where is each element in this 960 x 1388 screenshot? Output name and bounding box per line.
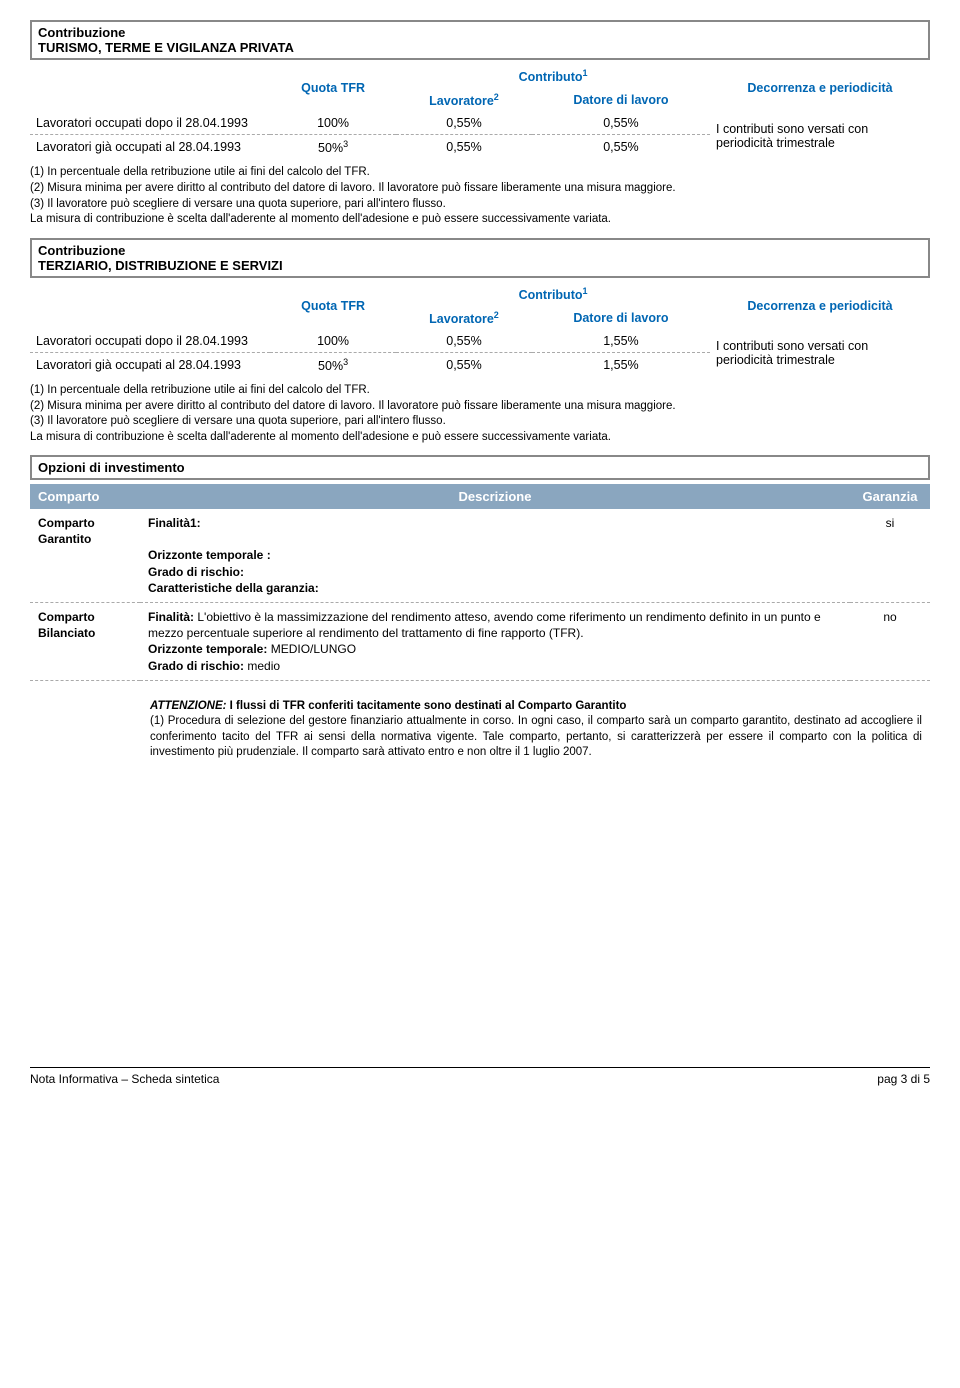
contrib-table-1: Quota TFR Contributo1 Decorrenza e perio… [30,64,930,159]
section1-notes: (1) In percentuale della retribuzione ut… [30,165,930,227]
th-descrizione: Descrizione [140,484,850,509]
th-comparto: Comparto [30,484,140,509]
th-garanzia: Garanzia [850,484,930,509]
options-header: Opzioni di investimento [30,455,930,480]
section1-title: Contribuzione [38,25,922,40]
table-row: Comparto Garantito Finalità1: Orizzonte … [30,509,930,602]
section2-title: Contribuzione [38,243,922,258]
section1-header: Contribuzione TURISMO, TERME E VIGILANZA… [30,20,930,60]
table-row: Lavoratori occupati dopo il 28.04.1993 1… [30,330,930,353]
section2-subtitle: TERZIARIO, DISTRIBUZIONE E SERVIZI [38,258,922,273]
table-row: Lavoratori occupati dopo il 28.04.1993 1… [30,112,930,135]
section2-header: Contribuzione TERZIARIO, DISTRIBUZIONE E… [30,238,930,278]
contrib-table-2: Quota TFR Contributo1 Decorrenza e perio… [30,282,930,377]
section1-subtitle: TURISMO, TERME E VIGILANZA PRIVATA [38,40,922,55]
section2-notes: (1) In percentuale della retribuzione ut… [30,383,930,445]
table-row: Comparto Bilanciato Finalità: L'obiettiv… [30,603,930,681]
footer-left: Nota Informativa – Scheda sintetica [30,1072,219,1086]
th-quota: Quota TFR [270,64,396,112]
footer-right: pag 3 di 5 [877,1072,930,1086]
th-decorrenza: Decorrenza e periodicità [710,64,930,112]
th-datore: Datore di lavoro [532,88,710,112]
page-footer: Nota Informativa – Scheda sintetica pag … [30,1067,930,1086]
th-contributo: Contributo1 [396,64,710,88]
th-lavoratore: Lavoratore2 [396,88,532,112]
attention-block: ATTENZIONE: I flussi di TFR conferiti ta… [30,693,930,767]
options-table: Comparto Descrizione Garanzia Comparto G… [30,484,930,681]
